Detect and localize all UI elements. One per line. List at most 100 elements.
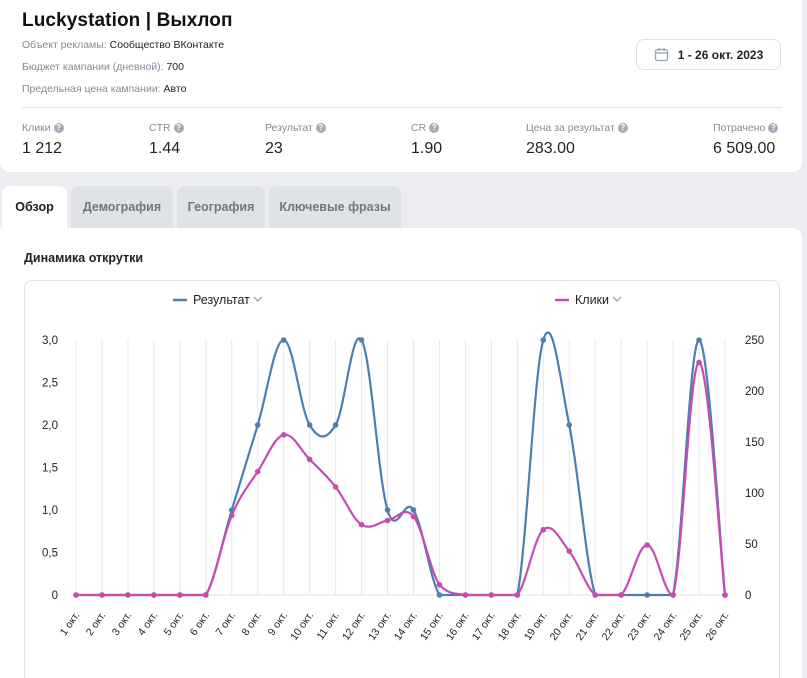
data-point — [254, 422, 261, 428]
data-point — [358, 521, 365, 528]
question-icon[interactable]: ? — [173, 123, 184, 133]
divider — [22, 107, 782, 108]
stat-cr: CR? 1.90 — [411, 122, 442, 158]
data-point — [177, 592, 183, 598]
data-point — [151, 592, 157, 598]
data-point — [99, 592, 105, 598]
date-range-label: 1 - 26 окт. 2023 — [677, 47, 764, 62]
data-point — [410, 507, 417, 513]
data-point — [332, 422, 339, 428]
stat-label: Потрачено — [713, 122, 766, 134]
data-point — [436, 582, 443, 588]
data-point — [618, 592, 624, 598]
data-point — [540, 526, 547, 533]
question-icon[interactable]: ? — [53, 123, 64, 133]
x-tick-label: 3 окт. — [110, 610, 135, 638]
data-point — [540, 337, 547, 343]
x-tick-label: 14 окт. — [392, 610, 420, 643]
stat-clicks: Клики? 1 212 — [22, 122, 64, 158]
stat-value: 1 212 — [22, 140, 63, 157]
chart-container: 0 0,5 1,0 1,5 2,0 2,5 3,0 0 50 100 150 200 250 1 окт.… — [24, 280, 780, 678]
stat-label: Результат — [265, 122, 313, 134]
tab-overview[interactable]: Обзор — [2, 186, 67, 228]
data-point — [203, 592, 209, 598]
legend-label: Клики — [575, 293, 609, 307]
data-point — [696, 359, 702, 366]
legend-clicks[interactable]: Клики — [555, 293, 622, 307]
date-range-button[interactable]: 1 - 26 окт. 2023 — [636, 39, 781, 70]
x-tick-label: 22 окт. — [600, 610, 628, 643]
y-left-tick-label: 1,5 — [42, 463, 58, 475]
x-tick-label: 10 окт. — [288, 610, 316, 643]
legend-result[interactable]: Результат — [173, 293, 263, 307]
stat-spent: Потрачено? 6 509.00 — [713, 122, 779, 158]
data-point — [384, 517, 391, 524]
y-left-tick-label: 0,5 — [42, 548, 58, 560]
tab-keywords[interactable]: Ключевые фразы — [269, 186, 401, 228]
x-tick-label: 6 окт. — [188, 610, 213, 638]
x-tick-label: 25 окт. — [677, 610, 705, 643]
x-tick-label: 12 окт. — [340, 610, 368, 643]
stat-label: Цена за результат — [526, 122, 615, 134]
data-point — [280, 432, 287, 438]
stat-label: Клики — [22, 122, 51, 134]
data-point — [592, 592, 598, 598]
x-tick-label: 11 окт. — [314, 610, 342, 642]
stat-label: CTR — [149, 122, 171, 134]
data-point — [306, 422, 313, 428]
stat-value: 1.90 — [411, 140, 443, 157]
x-tick-label: 18 окт. — [496, 610, 524, 643]
x-tick-label: 24 окт. — [652, 610, 680, 643]
series-line-result — [76, 331, 727, 597]
campaign-title: Luckystation | Выхлоп — [22, 10, 233, 31]
y-left-tick-label: 2,5 — [42, 378, 58, 390]
y-right-tick-label: 50 — [745, 539, 758, 551]
y-right-tick-label: 250 — [745, 335, 764, 347]
tab-geography[interactable]: География — [177, 186, 265, 228]
data-point — [410, 513, 417, 520]
tab-demography[interactable]: Демография — [71, 186, 173, 228]
y-right-tick-label: 150 — [745, 437, 764, 449]
stat-result: Результат? 23 — [265, 122, 326, 158]
y-left-tick-label: 0 — [52, 590, 58, 602]
data-point — [462, 592, 469, 598]
x-tick-label: 21 окт. — [574, 610, 602, 643]
data-point — [644, 592, 650, 598]
question-icon[interactable]: ? — [315, 123, 326, 133]
question-icon[interactable]: ? — [429, 123, 440, 133]
ad-object-row: Объект рекламы: Сообщество ВКонтакте — [22, 39, 224, 51]
legend-label: Результат — [193, 293, 250, 307]
chevron-down-icon — [253, 296, 263, 302]
price-limit-value: Авто — [163, 83, 187, 95]
x-tick-label: 1 окт. — [58, 610, 83, 638]
stat-ctr: CTR? 1.44 — [149, 122, 184, 158]
data-point — [566, 548, 573, 554]
stat-label: CR — [411, 122, 427, 134]
x-tick-label: 7 окт. — [214, 610, 239, 638]
stat-value: 23 — [265, 140, 283, 157]
calendar-icon — [654, 47, 669, 62]
data-point — [488, 592, 495, 598]
data-point — [228, 512, 235, 519]
data-point — [254, 468, 261, 475]
line-chart: 0 0,5 1,0 1,5 2,0 2,5 3,0 0 50 100 150 200 250 1 окт.… — [42, 293, 764, 643]
price-limit-label: Предельная цена кампании: — [22, 83, 161, 95]
stat-cost-per-result: Цена за результат? 283.00 — [526, 122, 628, 158]
stat-value: 283.00 — [526, 140, 575, 157]
question-icon[interactable]: ? — [617, 123, 628, 133]
x-tick-label: 26 окт. — [703, 610, 731, 643]
question-icon[interactable]: ? — [768, 123, 779, 133]
data-point — [306, 456, 313, 463]
x-tick-label: 23 окт. — [626, 610, 654, 643]
x-tick-label: 15 окт. — [418, 610, 446, 643]
data-point — [514, 592, 521, 598]
y-right-tick-label: 200 — [745, 386, 764, 398]
price-limit-row: Предельная цена кампании: Авто — [22, 83, 186, 95]
data-point — [436, 592, 443, 598]
y-left-tick-label: 1,0 — [42, 505, 58, 517]
data-point — [696, 337, 702, 343]
data-point — [125, 592, 131, 598]
chevron-down-icon — [612, 296, 622, 302]
x-tick-label: 13 окт. — [366, 610, 394, 643]
x-tick-label: 19 окт. — [522, 610, 550, 643]
